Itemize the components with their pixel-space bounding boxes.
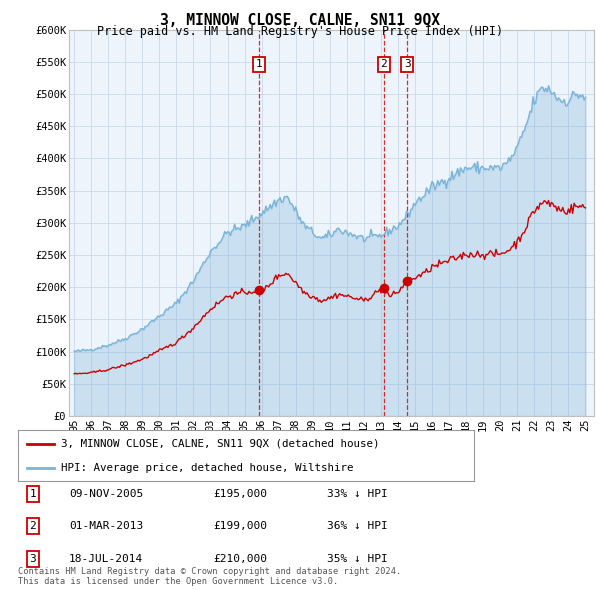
Text: £199,000: £199,000 bbox=[213, 522, 267, 531]
Text: £195,000: £195,000 bbox=[213, 489, 267, 499]
Text: 2: 2 bbox=[29, 522, 37, 531]
Text: HPI: Average price, detached house, Wiltshire: HPI: Average price, detached house, Wilt… bbox=[61, 463, 354, 473]
Text: 35% ↓ HPI: 35% ↓ HPI bbox=[327, 554, 388, 563]
Text: 33% ↓ HPI: 33% ↓ HPI bbox=[327, 489, 388, 499]
Text: 09-NOV-2005: 09-NOV-2005 bbox=[69, 489, 143, 499]
Text: This data is licensed under the Open Government Licence v3.0.: This data is licensed under the Open Gov… bbox=[18, 578, 338, 586]
Text: 3, MINNOW CLOSE, CALNE, SN11 9QX (detached house): 3, MINNOW CLOSE, CALNE, SN11 9QX (detach… bbox=[61, 439, 380, 449]
Text: 2: 2 bbox=[380, 59, 387, 69]
Text: 01-MAR-2013: 01-MAR-2013 bbox=[69, 522, 143, 531]
Text: £210,000: £210,000 bbox=[213, 554, 267, 563]
Text: 36% ↓ HPI: 36% ↓ HPI bbox=[327, 522, 388, 531]
Text: 1: 1 bbox=[29, 489, 37, 499]
Text: 1: 1 bbox=[256, 59, 263, 69]
Text: Contains HM Land Registry data © Crown copyright and database right 2024.: Contains HM Land Registry data © Crown c… bbox=[18, 567, 401, 576]
Text: 3, MINNOW CLOSE, CALNE, SN11 9QX: 3, MINNOW CLOSE, CALNE, SN11 9QX bbox=[160, 13, 440, 28]
Text: 18-JUL-2014: 18-JUL-2014 bbox=[69, 554, 143, 563]
Text: Price paid vs. HM Land Registry's House Price Index (HPI): Price paid vs. HM Land Registry's House … bbox=[97, 25, 503, 38]
Text: 3: 3 bbox=[29, 554, 37, 563]
Text: 3: 3 bbox=[404, 59, 410, 69]
